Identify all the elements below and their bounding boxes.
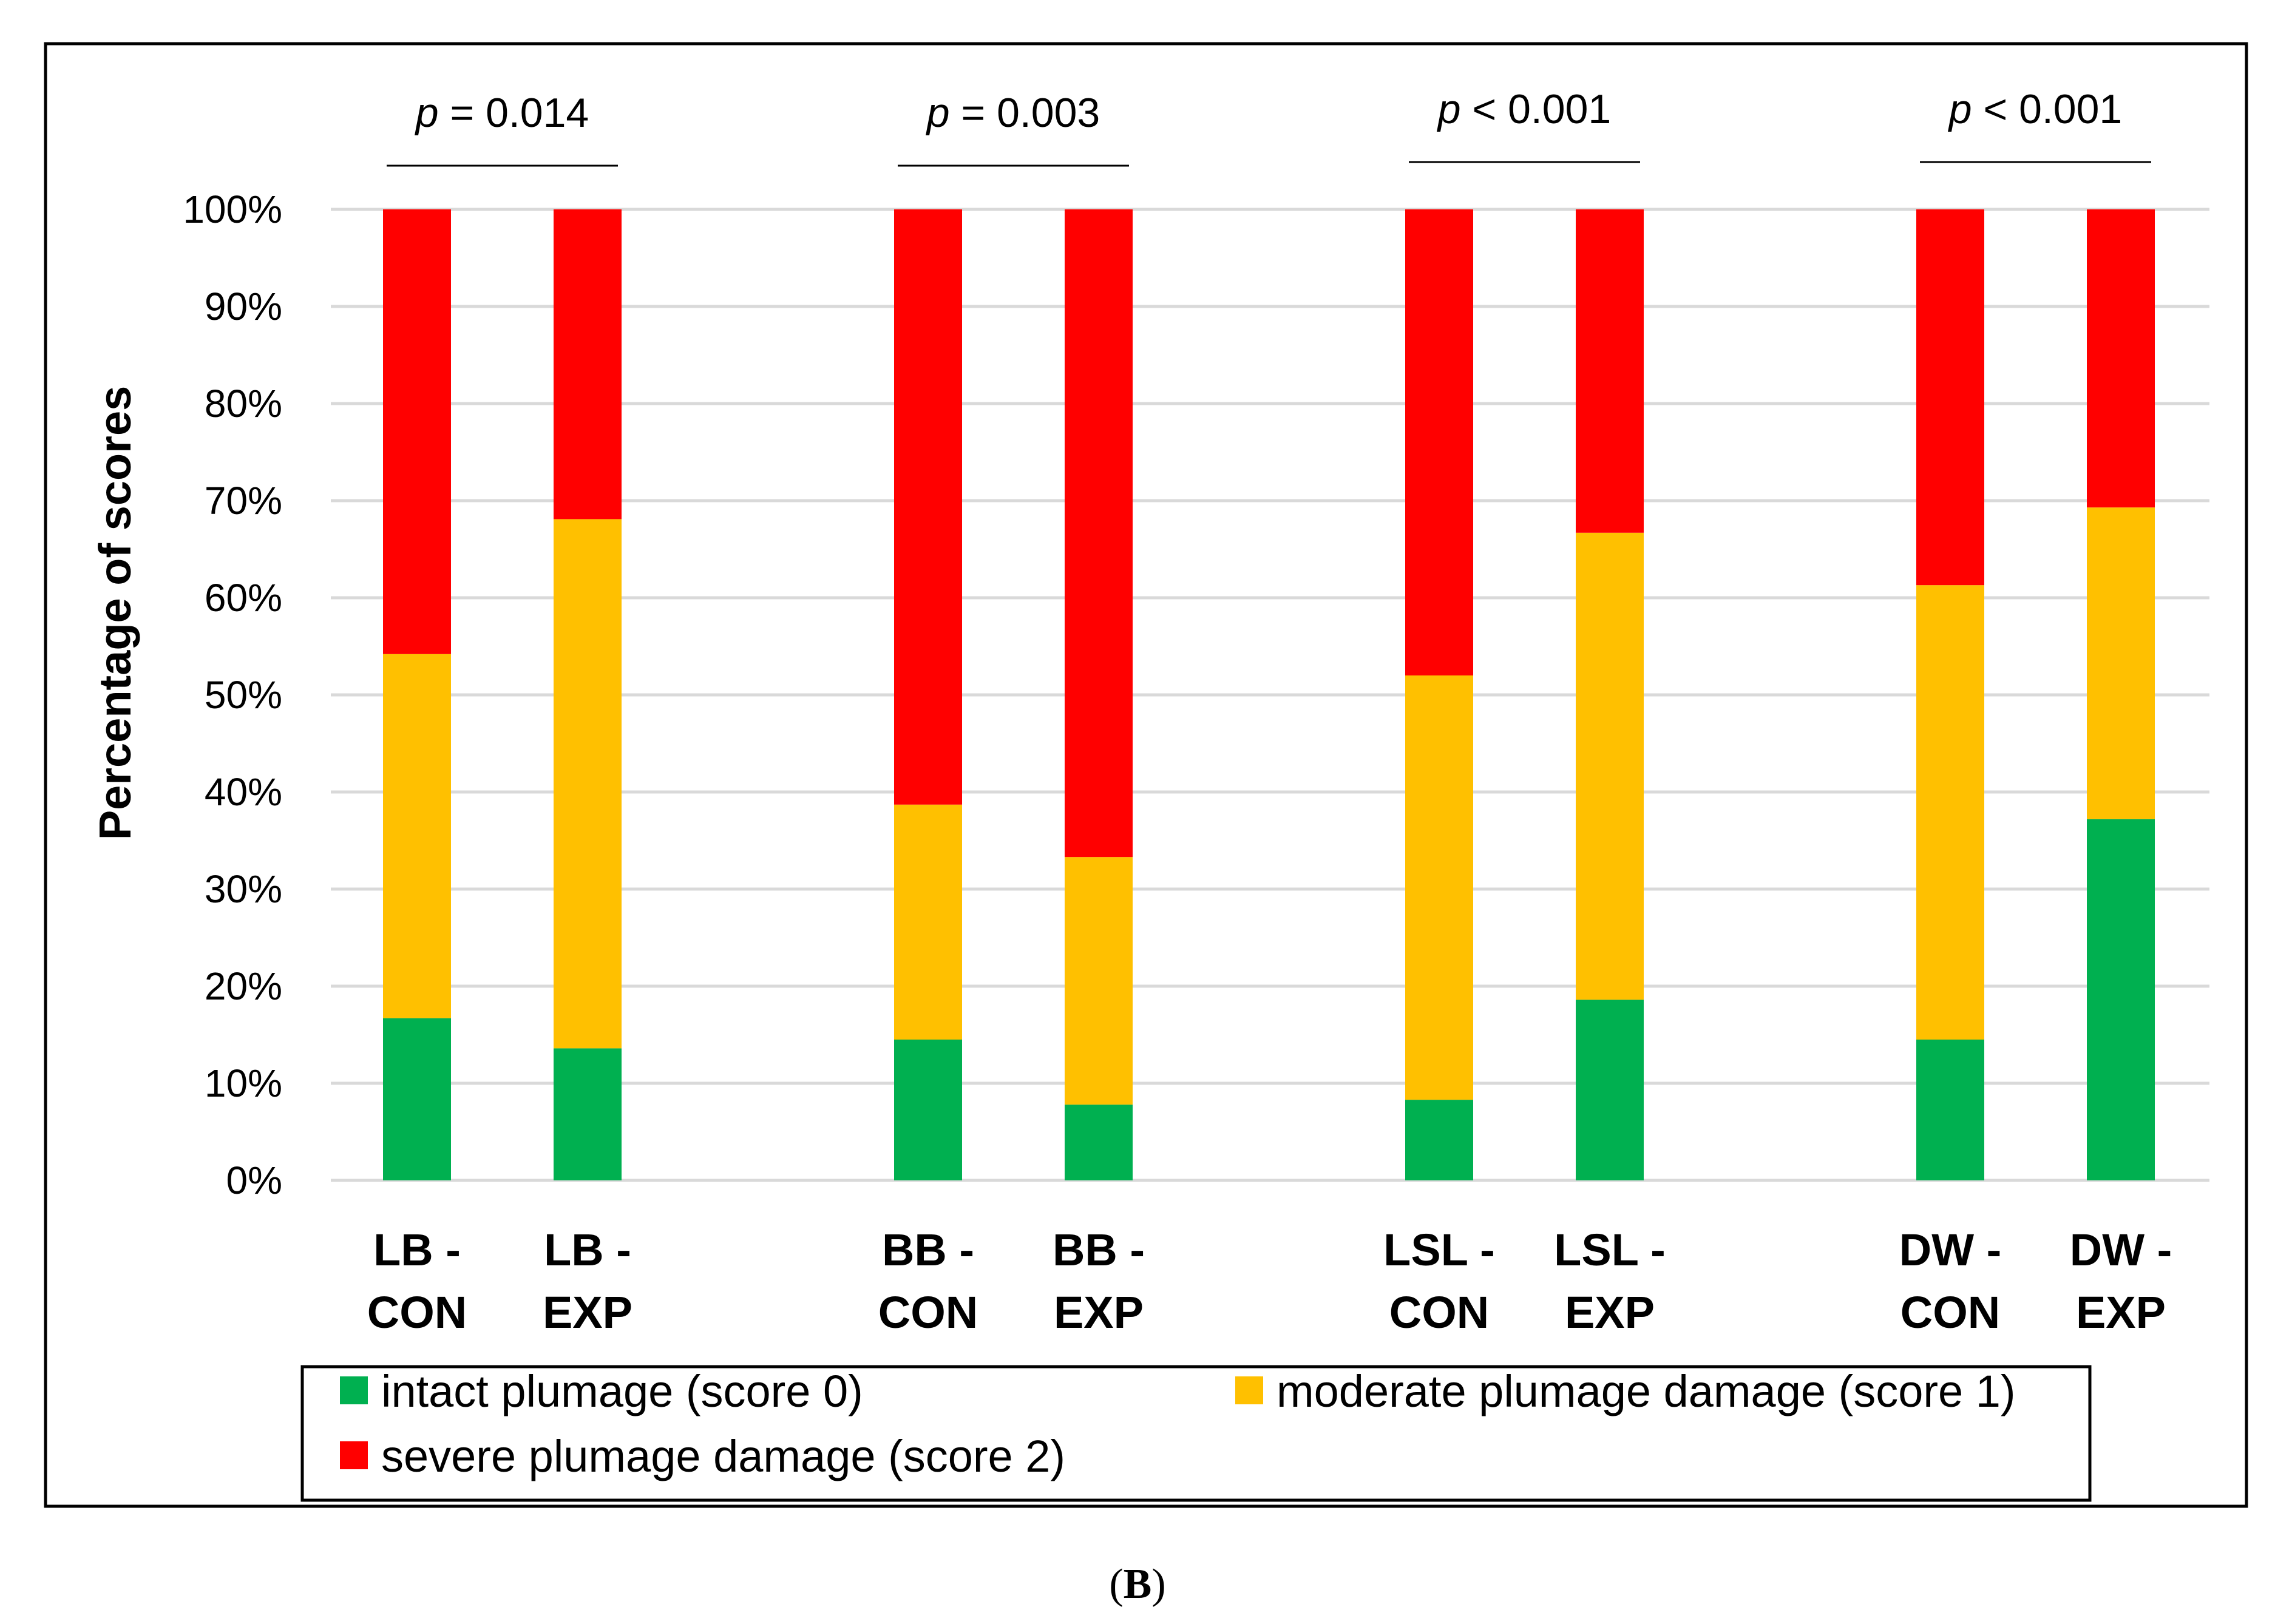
category-label: BB -EXP — [1053, 1225, 1145, 1338]
bar-segment-3-1 — [894, 1040, 962, 1180]
bar-segment-1-3 — [383, 209, 451, 654]
legend-label: moderate plumage damage (score 1) — [1277, 1366, 2016, 1416]
bar-segment-8-2 — [2087, 507, 2155, 819]
y-tick-label: 0% — [226, 1159, 283, 1202]
bar-segment-5-1 — [1405, 1100, 1473, 1180]
legend: intact plumage (score 0) moderate plumage… — [300, 1365, 2092, 1502]
bar-segment-4-1 — [1065, 1105, 1133, 1180]
chart-frame — [44, 42, 2248, 1508]
p-value-annotations: p = 0.014 p = 0.003 p < 0.001 p < 0.001 — [387, 86, 2151, 167]
legend-box — [300, 1365, 2092, 1502]
y-tick-label: 60% — [205, 576, 282, 620]
p-value-label: p < 0.001 — [1948, 86, 2123, 132]
legend-swatch — [1235, 1376, 1263, 1404]
category-label: LB -CON — [367, 1225, 467, 1338]
y-tick-label: 50% — [205, 673, 282, 717]
y-axis-label: Percentage of scores — [90, 386, 140, 841]
figure-caption: (B) — [1109, 1561, 1165, 1608]
bar-segment-6-1 — [1576, 1000, 1644, 1180]
p-value-label: p = 0.003 — [926, 90, 1100, 136]
bar-segment-8-3 — [2087, 209, 2155, 508]
y-tick-label: 90% — [205, 285, 282, 328]
bar-segment-7-2 — [1916, 585, 1984, 1040]
category-labels: LB -CON LB -EXP BB -CON BB -EXP LSL -CON LSL … — [367, 1225, 2172, 1338]
bar-segment-2-1 — [554, 1048, 622, 1180]
bar-segment-3-3 — [894, 209, 962, 805]
bar-segment-7-3 — [1916, 209, 1984, 586]
bar-segment-6-3 — [1576, 209, 1644, 533]
legend-swatch — [340, 1441, 368, 1469]
bar-segment-1-1 — [383, 1018, 451, 1180]
gridlines — [331, 208, 2209, 1182]
bar-segment-4-2 — [1065, 857, 1133, 1105]
legend-label: intact plumage (score 0) — [381, 1366, 863, 1416]
bar-segment-8-1 — [2087, 819, 2155, 1180]
bar-segment-3-2 — [894, 804, 962, 1040]
bar-segment-2-2 — [554, 519, 622, 1049]
bar-segment-1-2 — [383, 654, 451, 1018]
y-tick-label: 80% — [205, 382, 282, 425]
p-value-label: p < 0.001 — [1437, 86, 1612, 132]
y-axis-ticks: 0% 10% 20% 30% 40% 50% 60% 70% 80% 90% 100% — [183, 188, 282, 1202]
category-label: LSL -CON — [1383, 1225, 1495, 1338]
category-label: BB -CON — [878, 1225, 978, 1338]
category-label: DW -CON — [1899, 1225, 2002, 1338]
y-tick-label: 20% — [205, 964, 282, 1008]
y-tick-label: 40% — [205, 770, 282, 814]
category-label: LB -EXP — [543, 1225, 632, 1338]
bar-segment-4-3 — [1065, 209, 1133, 858]
y-tick-label: 70% — [205, 479, 282, 523]
bar-segment-5-2 — [1405, 675, 1473, 1100]
bar-segment-2-3 — [554, 209, 622, 519]
bar-segment-5-3 — [1405, 209, 1473, 675]
legend-label: severe plumage damage (score 2) — [381, 1431, 1065, 1481]
y-tick-label: 30% — [205, 867, 282, 911]
category-label: DW -EXP — [2070, 1225, 2172, 1338]
bar-segment-6-2 — [1576, 532, 1644, 1000]
y-tick-label: 100% — [183, 188, 282, 231]
bar-segment-7-1 — [1916, 1040, 1984, 1180]
bars — [383, 209, 2155, 1180]
category-label: LSL -EXP — [1554, 1225, 1666, 1338]
legend-swatch — [340, 1376, 368, 1404]
y-tick-label: 10% — [205, 1061, 282, 1105]
p-value-label: p = 0.014 — [415, 90, 589, 136]
